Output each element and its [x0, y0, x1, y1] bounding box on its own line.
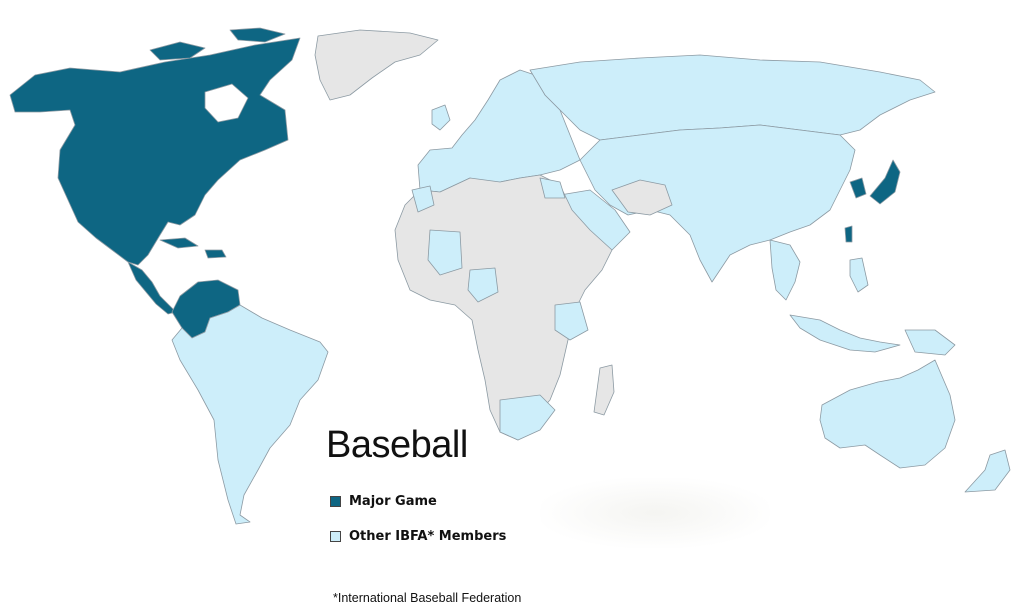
philippines — [849, 257, 869, 293]
south-america — [171, 304, 329, 525]
indonesia — [789, 314, 901, 353]
taiwan — [844, 225, 853, 243]
legend-swatch-other-members — [330, 531, 341, 542]
south-africa — [499, 394, 556, 441]
morocco — [411, 185, 435, 213]
legend-item-major-game: Major Game — [330, 494, 437, 509]
russia — [529, 54, 936, 141]
madagascar — [593, 364, 615, 416]
southeast-asia — [769, 239, 801, 301]
legend-label-major-game: Major Game — [349, 494, 437, 509]
asia — [579, 124, 856, 283]
uk — [431, 104, 451, 131]
iran-afghanistan — [611, 179, 673, 216]
dominican-republic — [204, 249, 227, 259]
legend-label-other-members: Other IBFA* Members — [349, 529, 507, 544]
north-america — [9, 37, 301, 266]
legend-swatch-major-game — [330, 496, 341, 507]
africa-members-west — [427, 229, 463, 276]
background-glow — [540, 478, 770, 548]
japan — [869, 159, 901, 205]
africa-members-nigeria — [467, 267, 499, 303]
arctic-islands — [149, 41, 206, 61]
new-zealand — [964, 449, 1011, 493]
central-america — [127, 261, 177, 315]
new-guinea — [904, 329, 956, 356]
greenland — [314, 29, 439, 101]
australia — [819, 359, 956, 469]
south-korea — [849, 177, 867, 199]
legend-item-other-members: Other IBFA* Members — [330, 529, 506, 544]
footnote: *International Baseball Federation — [333, 591, 522, 605]
cuba — [159, 237, 199, 249]
africa-members-east — [554, 301, 589, 341]
map-title: Baseball — [326, 424, 468, 466]
egypt — [539, 177, 566, 199]
